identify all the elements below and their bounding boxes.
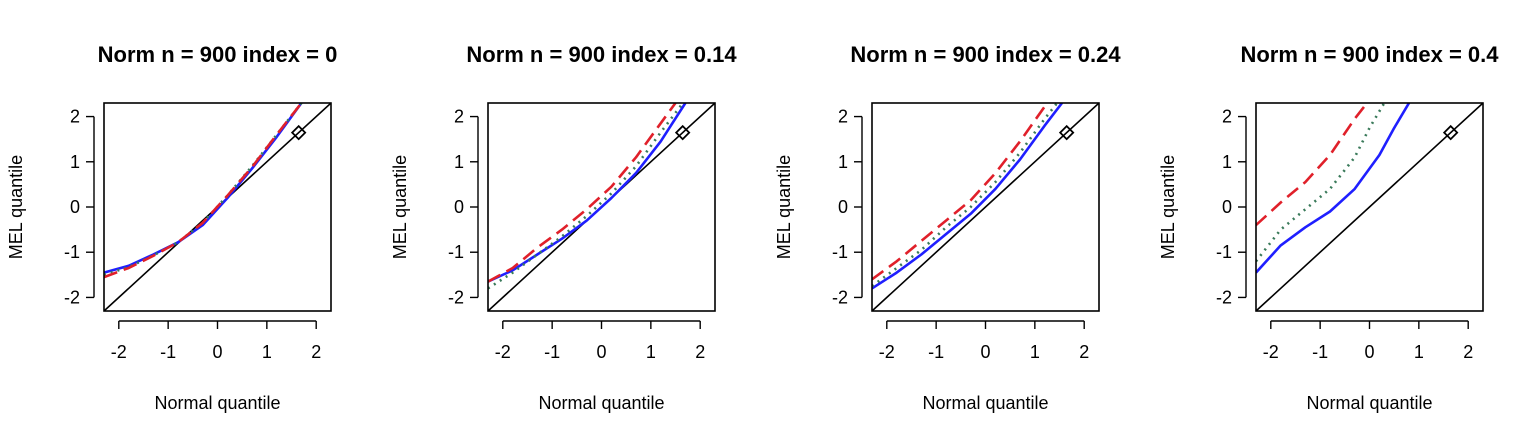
y-tick-label: 0 [1222, 197, 1232, 217]
x-tick-label: 0 [980, 342, 990, 362]
x-tick-label: 0 [1364, 342, 1374, 362]
series-line-solid [488, 103, 687, 283]
y-tick-label: -1 [1216, 242, 1232, 262]
reference-line [872, 103, 1099, 311]
x-axis-label: Normal quantile [922, 393, 1048, 413]
y-tick-label: 0 [70, 197, 80, 217]
y-tick-label: 0 [454, 197, 464, 217]
x-tick-label: 1 [1030, 342, 1040, 362]
chart-panel-2: Norm n = 900 index = 0.14 -2 -1 0 1 2 -2 -1 0 1 2 N… [390, 42, 737, 413]
y-tick-label: -1 [832, 242, 848, 262]
x-tick-label: -2 [1263, 342, 1279, 362]
series-line-dashed [1256, 103, 1369, 227]
chart-title: Norm n = 900 index = 0.14 [466, 42, 737, 67]
y-tick-label: 2 [70, 107, 80, 127]
chart-title: Norm n = 900 index = 0.24 [850, 42, 1121, 67]
x-tick-label: 0 [212, 342, 222, 362]
y-tick-label: -1 [448, 242, 464, 262]
chart-title: Norm n = 900 index = 0 [98, 42, 338, 67]
x-tick-label: -1 [928, 342, 944, 362]
diamond-marker [290, 124, 307, 141]
chart-panel-4: Norm n = 900 index = 0.4 -2 -1 0 1 2 -2 -1 0 1 2 No… [1158, 42, 1499, 413]
x-tick-label: 1 [1414, 342, 1424, 362]
x-tick-label: -2 [879, 342, 895, 362]
plot-frame [1255, 102, 1484, 312]
chart-panel-1: Norm n = 900 index = 0 -2 -1 0 1 2 -2 -1 0 1 2 Norm… [6, 42, 337, 413]
series-line-solid [1256, 103, 1411, 274]
x-tick-label: 1 [646, 342, 656, 362]
x-tick-label: -1 [1312, 342, 1328, 362]
diamond-marker [1442, 124, 1459, 141]
plot-frame [103, 102, 332, 312]
y-tick-label: -2 [448, 287, 464, 307]
reference-line [1256, 103, 1483, 311]
x-tick-label: 2 [695, 342, 705, 362]
y-tick-label: 0 [838, 197, 848, 217]
diamond-marker [674, 124, 691, 141]
y-tick-label: 2 [838, 107, 848, 127]
y-tick-label: -2 [1216, 287, 1232, 307]
y-tick-label: -2 [64, 287, 80, 307]
x-axis-label: Normal quantile [1306, 393, 1432, 413]
plot-frame [871, 102, 1100, 312]
y-axis-label: MEL quantile [390, 155, 410, 259]
series-line-solid [104, 103, 303, 274]
series-line-dotted [104, 103, 303, 277]
series-line-dashed [104, 103, 303, 279]
x-tick-label: 2 [1079, 342, 1089, 362]
x-axis-label: Normal quantile [538, 393, 664, 413]
x-tick-label: 2 [1463, 342, 1473, 362]
x-tick-label: -1 [160, 342, 176, 362]
series-line-dashed [488, 103, 677, 283]
plot-frame [487, 102, 716, 312]
x-axis-label: Normal quantile [154, 393, 280, 413]
y-tick-label: 2 [1222, 107, 1232, 127]
chart-panel-3: Norm n = 900 index = 0.24 -2 -1 0 1 2 -2 -1 0 1 2 N… [774, 42, 1121, 413]
y-axis-label: MEL quantile [774, 155, 794, 259]
x-tick-label: -2 [111, 342, 127, 362]
y-tick-label: 1 [70, 152, 80, 172]
y-tick-label: 1 [1222, 152, 1232, 172]
series-line-dotted [488, 103, 684, 290]
y-tick-label: 2 [454, 107, 464, 127]
x-tick-label: -2 [495, 342, 511, 362]
series-line-dotted [872, 103, 1059, 288]
x-tick-label: 1 [262, 342, 272, 362]
y-tick-label: 1 [454, 152, 464, 172]
y-tick-label: -2 [832, 287, 848, 307]
x-tick-label: -1 [544, 342, 560, 362]
y-axis-label: MEL quantile [6, 155, 26, 259]
x-tick-label: 2 [311, 342, 321, 362]
series-line-solid [872, 103, 1064, 290]
y-axis-label: MEL quantile [1158, 155, 1178, 259]
series-line-dashed [872, 103, 1049, 281]
series-line-dotted [1256, 103, 1386, 263]
x-tick-label: 0 [596, 342, 606, 362]
diamond-marker [1058, 124, 1075, 141]
y-tick-label: 1 [838, 152, 848, 172]
chart-title: Norm n = 900 index = 0.4 [1240, 42, 1499, 67]
y-tick-label: -1 [64, 242, 80, 262]
